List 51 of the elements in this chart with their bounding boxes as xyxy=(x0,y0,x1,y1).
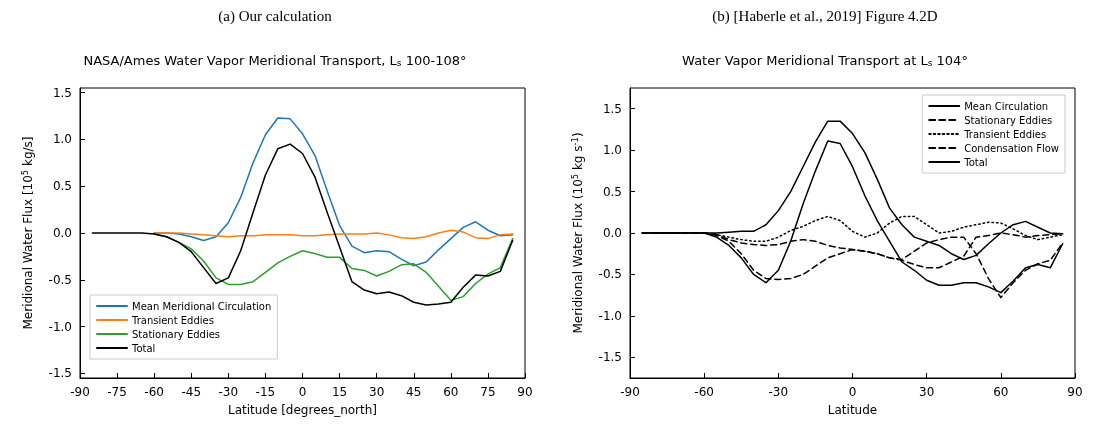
chart-title: NASA/Ames Water Vapor Meridional Transport, Ls 100-108° xyxy=(83,52,467,68)
legend-label: Total xyxy=(963,156,988,168)
y-tick-label: 0.5 xyxy=(602,184,622,199)
y-tick-label: 1.5 xyxy=(52,85,72,100)
x-tick-label: 30 xyxy=(369,385,385,399)
x-tick-label: 15 xyxy=(331,385,348,399)
y-tick-label: -1.5 xyxy=(48,366,72,381)
y-tick-label: 1.0 xyxy=(602,143,622,158)
y-tick-label: 1.5 xyxy=(602,101,622,116)
legend-label: Mean Circulation xyxy=(964,100,1049,112)
y-axis-title: Meridional Water Flux [105 kg/s] xyxy=(20,136,35,330)
legend-label: Transient Eddies xyxy=(963,128,1047,140)
legend-label: Stationary Eddies xyxy=(964,114,1053,126)
y-tick-label: 0.0 xyxy=(602,226,622,240)
x-tick-label: -45 xyxy=(181,385,202,399)
y-tick-label: -0.5 xyxy=(598,267,622,282)
x-tick-label: 75 xyxy=(480,385,496,399)
chart-title: Water Vapor Meridional Transport at Ls 104° xyxy=(682,52,968,68)
x-tick-label: 0 xyxy=(848,385,857,399)
legend-label: Transient Eddies xyxy=(131,314,214,326)
x-tick-label: -30 xyxy=(218,385,239,399)
x-tick-label: -60 xyxy=(144,385,164,399)
x-tick-label: -15 xyxy=(255,385,276,399)
x-tick-label: -90 xyxy=(70,385,90,399)
y-tick-label: -1.5 xyxy=(598,350,622,365)
x-tick-label: 60 xyxy=(993,385,1009,399)
legend-label: Total xyxy=(131,342,156,354)
x-tick-label: 45 xyxy=(406,385,422,399)
x-tick-label: 30 xyxy=(919,385,935,399)
y-tick-label: 0.5 xyxy=(52,179,72,194)
x-tick-label: 90 xyxy=(517,385,533,399)
x-tick-label: 90 xyxy=(1067,385,1083,399)
y-tick-label: -1.0 xyxy=(48,319,72,334)
x-tick-label: -90 xyxy=(620,385,640,399)
y-tick-label: 1.0 xyxy=(52,132,72,147)
x-tick-label: -60 xyxy=(694,385,714,399)
legend-label: Stationary Eddies xyxy=(132,328,221,340)
legend-label: Mean Meridional Circulation xyxy=(132,300,272,312)
text: (a) Our calculation xyxy=(218,7,333,25)
y-tick-label: 0.0 xyxy=(52,226,72,240)
y-tick-label: -0.5 xyxy=(48,272,72,287)
x-tick-label: -75 xyxy=(107,385,127,399)
x-tick-label: 60 xyxy=(443,385,459,399)
x-axis-title: Latitude xyxy=(827,403,878,417)
y-tick-label: -1.0 xyxy=(598,308,622,323)
y-axis-title: Meridional Water Flux (105 kg s-1) xyxy=(570,132,585,334)
x-tick-label: -30 xyxy=(768,385,789,399)
x-tick-label: 0 xyxy=(298,385,307,399)
text: (b) [Haberle et al., 2019] Figure 4.2D xyxy=(712,7,938,25)
legend-label: Condensation Flow xyxy=(964,142,1060,154)
x-axis-title: Latitude [degrees_north] xyxy=(227,403,378,417)
